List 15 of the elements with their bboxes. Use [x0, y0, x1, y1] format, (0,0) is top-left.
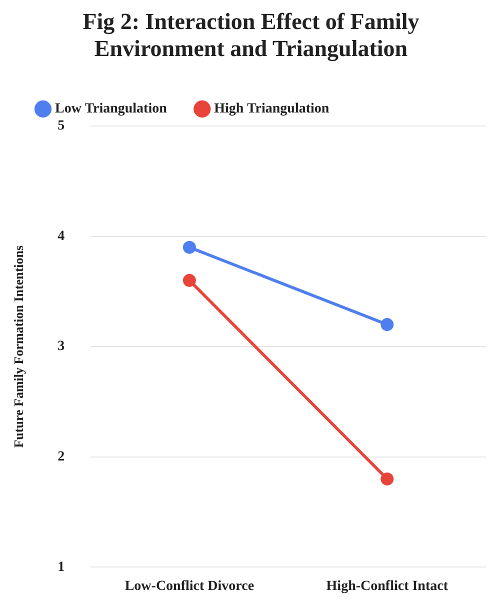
legend-label: Low Triangulation [55, 102, 168, 117]
y-tick-label: 4 [58, 228, 65, 244]
y-tick-label: 2 [58, 450, 65, 465]
y-tick-label: 3 [58, 339, 65, 354]
y-tick-label: 5 [58, 118, 65, 134]
point [380, 472, 394, 486]
chart-title: Fig 2: Interaction Effect of Family Environment and Triangulation [82, 8, 420, 62]
point [380, 318, 394, 332]
x-tick-label: High-Conflict Intact [326, 579, 448, 594]
point [182, 240, 196, 254]
y-axis-title: Future Family Formation Intentions [11, 245, 26, 448]
y-tick-label: 1 [58, 560, 65, 575]
legend-label: High Triangulation [214, 102, 330, 117]
x-tick-label: Low-Conflict Divorce [124, 579, 254, 594]
point [182, 274, 196, 287]
